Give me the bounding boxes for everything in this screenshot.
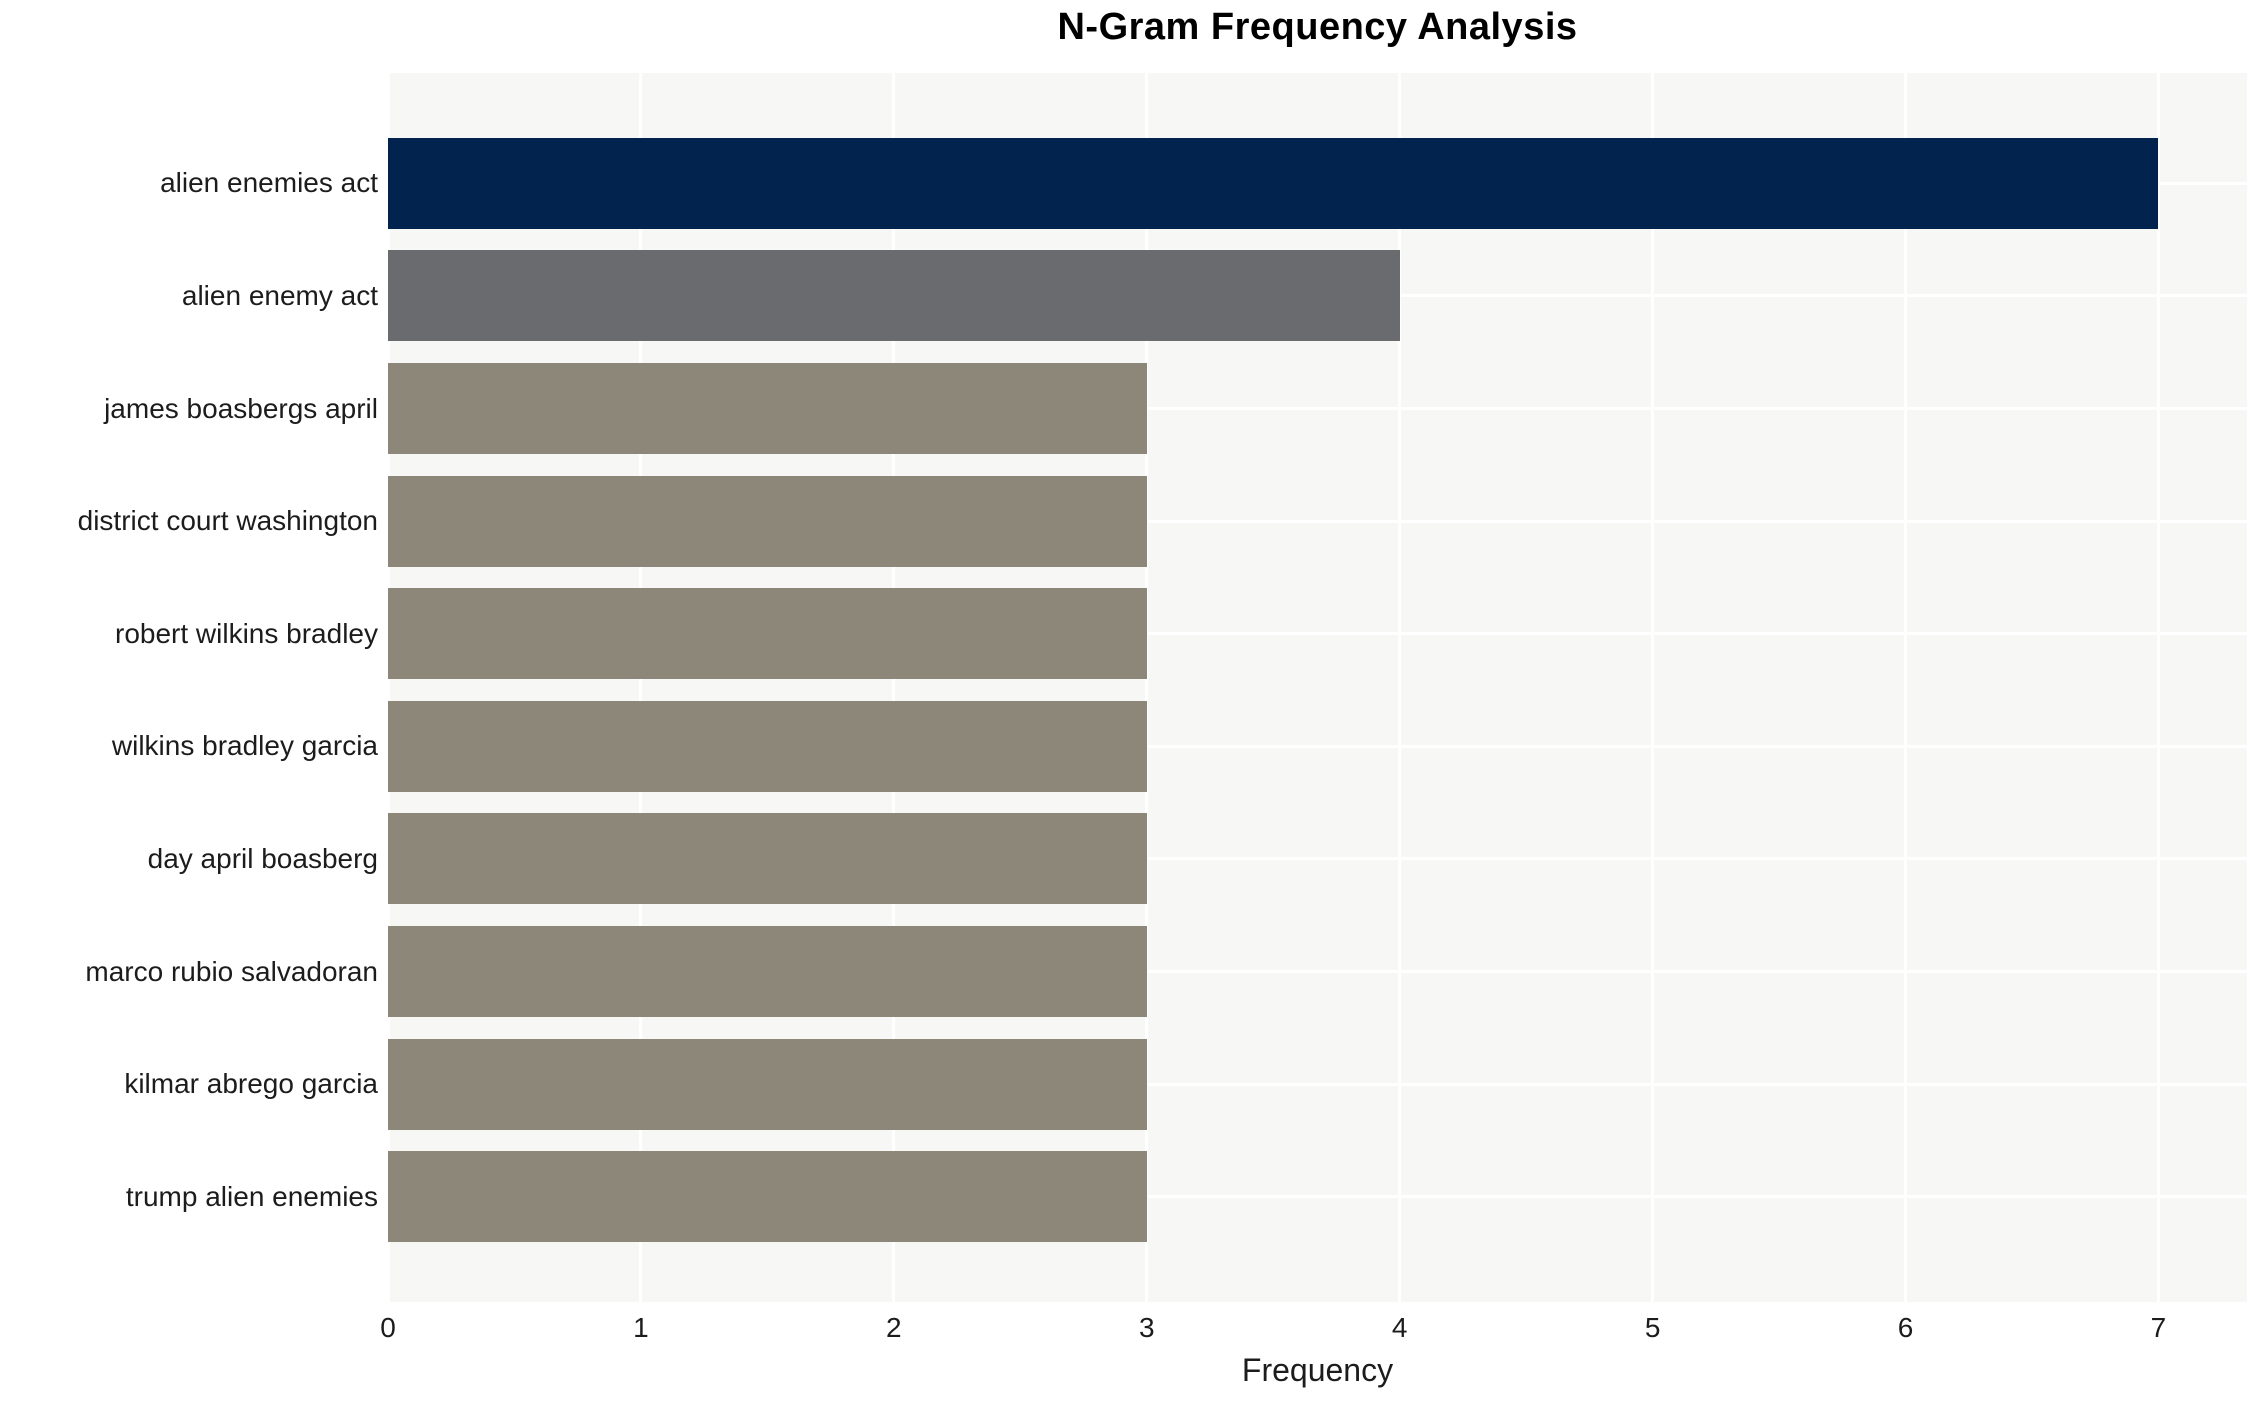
gridline-h-6 [388, 857, 2247, 861]
bar-0 [388, 137, 2159, 229]
x-tick-label-0: 0 [380, 1312, 396, 1343]
y-axis-label-3: district court washington [77, 505, 378, 537]
y-axis-label-8: kilmar abrego garcia [124, 1068, 378, 1100]
y-axis-label-2: james boasbergs april [104, 392, 378, 424]
bar-2 [388, 363, 1147, 454]
gridline-v-5 [1651, 73, 1655, 1302]
gridline-v-3 [1145, 73, 1149, 1302]
gridline-v-6 [1904, 73, 1908, 1302]
y-axis-label-0: alien enemies act [160, 167, 378, 199]
bar-5 [388, 700, 1147, 792]
bar-4 [388, 588, 1147, 680]
y-axis-label-1: alien enemy act [181, 279, 378, 311]
gridline-h-3 [388, 519, 2247, 523]
bar-9 [388, 1151, 1147, 1243]
gridline-v-4 [1398, 73, 1402, 1302]
bar-3 [388, 475, 1147, 567]
x-tick-label-2: 2 [886, 1312, 902, 1343]
plot-area [386, 73, 2247, 1302]
gridline-h-7 [388, 970, 2247, 973]
x-tick-label-4: 4 [1391, 1312, 1408, 1343]
bar-7 [388, 926, 1147, 1017]
chart-title: N-Gram Frequency Analysis [1057, 6, 1578, 48]
x-tick-label-7: 7 [2150, 1312, 2167, 1343]
gridline-v-0 [386, 73, 390, 1302]
gridline-v-7 [2156, 73, 2160, 1302]
y-axis-label-6: day april boasberg [147, 842, 378, 874]
x-axis-title: Frequency [1241, 1352, 1394, 1388]
gridline-h-9 [388, 1195, 2247, 1199]
gridline-h-2 [388, 407, 2247, 410]
bar-8 [388, 1038, 1147, 1130]
gridline-v-2 [892, 73, 896, 1302]
y-axis-label-9: trump alien enemies [125, 1180, 378, 1212]
bar-1 [388, 250, 1400, 342]
x-tick-label-1: 1 [633, 1312, 649, 1343]
gridline-h-8 [388, 1082, 2247, 1086]
gridline-h-4 [388, 632, 2247, 636]
y-axis-label-4: robert wilkins bradley [115, 617, 378, 649]
gridline-v-1 [639, 73, 643, 1302]
x-tick-label-6: 6 [1897, 1312, 1914, 1343]
x-tick-label-3: 3 [1138, 1312, 1155, 1343]
x-tick-label-5: 5 [1644, 1312, 1661, 1343]
y-axis-label-7: marco rubio salvadoran [85, 955, 378, 987]
gridline-h-5 [388, 744, 2247, 748]
y-axis-label-5: wilkins bradley garcia [111, 730, 378, 762]
bar-6 [388, 813, 1147, 905]
